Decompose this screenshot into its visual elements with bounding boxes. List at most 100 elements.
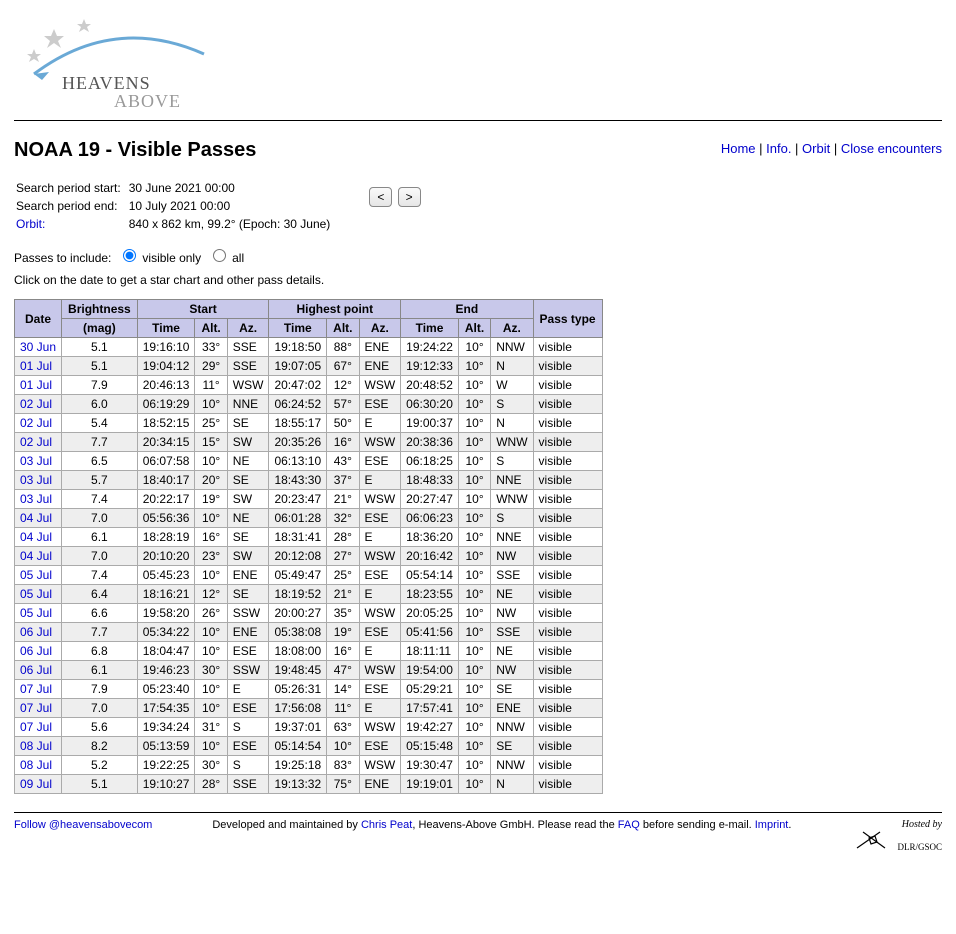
table-row[interactable]: 01 Jul7.920:46:1311°WSW20:47:0212°WSW20:… (15, 376, 603, 395)
cell-type: visible (533, 585, 602, 604)
date-link[interactable]: 06 Jul (20, 663, 52, 677)
cell-s-time: 19:10:27 (137, 775, 195, 794)
cell-s-alt: 31° (195, 718, 227, 737)
cell-type: visible (533, 699, 602, 718)
table-row[interactable]: 30 Jun5.119:16:1033°SSE19:18:5088°ENE19:… (15, 338, 603, 357)
svg-text:HEAVENS: HEAVENS (62, 73, 151, 93)
table-row[interactable]: 06 Jul6.119:46:2330°SSW19:48:4547°WSW19:… (15, 661, 603, 680)
next-period-button[interactable]: > (398, 187, 421, 207)
cell-s-time: 05:34:22 (137, 623, 195, 642)
date-link[interactable]: 06 Jul (20, 644, 52, 658)
th-date: Date (15, 300, 62, 338)
date-link[interactable]: 04 Jul (20, 511, 52, 525)
nav-orbit[interactable]: Orbit (802, 141, 830, 156)
date-link[interactable]: 04 Jul (20, 549, 52, 563)
cell-s-alt: 16° (195, 528, 227, 547)
cell-s-az: SW (227, 490, 269, 509)
cell-mag: 7.7 (62, 433, 138, 452)
table-row[interactable]: 06 Jul7.705:34:2210°ENE05:38:0819°ESE05:… (15, 623, 603, 642)
cell-mag: 5.2 (62, 756, 138, 775)
date-link[interactable]: 02 Jul (20, 435, 52, 449)
nav-encounters[interactable]: Close encounters (841, 141, 942, 156)
cell-e-az: S (491, 395, 533, 414)
table-row[interactable]: 04 Jul7.020:10:2023°SW20:12:0827°WSW20:1… (15, 547, 603, 566)
th-end: End (401, 300, 533, 319)
search-end-value: 10 July 2021 00:00 (129, 198, 337, 214)
date-link[interactable]: 07 Jul (20, 701, 52, 715)
date-link[interactable]: 03 Jul (20, 473, 52, 487)
table-row[interactable]: 02 Jul5.418:52:1525°SE18:55:1750°E19:00:… (15, 414, 603, 433)
table-row[interactable]: 04 Jul7.005:56:3610°NE06:01:2832°ESE06:0… (15, 509, 603, 528)
date-link[interactable]: 02 Jul (20, 416, 52, 430)
cell-mag: 6.0 (62, 395, 138, 414)
site-logo[interactable]: HEAVENS ABOVE (14, 14, 214, 114)
table-row[interactable]: 03 Jul5.718:40:1720°SE18:43:3037°E18:48:… (15, 471, 603, 490)
date-link[interactable]: 07 Jul (20, 720, 52, 734)
cell-type: visible (533, 528, 602, 547)
date-link[interactable]: 05 Jul (20, 568, 52, 582)
cell-type: visible (533, 376, 602, 395)
table-row[interactable]: 08 Jul8.205:13:5910°ESE05:14:5410°ESE05:… (15, 737, 603, 756)
cell-h-alt: 28° (327, 528, 359, 547)
radio-visible-only[interactable]: visible only (118, 251, 201, 265)
cell-h-alt: 75° (327, 775, 359, 794)
orbit-link[interactable]: Orbit: (16, 217, 45, 231)
cell-e-time: 18:36:20 (401, 528, 459, 547)
table-row[interactable]: 03 Jul7.420:22:1719°SW20:23:4721°WSW20:2… (15, 490, 603, 509)
cell-h-time: 19:07:05 (269, 357, 327, 376)
cell-e-alt: 10° (458, 718, 490, 737)
date-link[interactable]: 02 Jul (20, 397, 52, 411)
cell-s-time: 20:34:15 (137, 433, 195, 452)
prev-period-button[interactable]: < (369, 187, 392, 207)
table-row[interactable]: 03 Jul6.506:07:5810°NE06:13:1043°ESE06:1… (15, 452, 603, 471)
date-link[interactable]: 03 Jul (20, 454, 52, 468)
cell-h-az: ESE (359, 680, 401, 699)
date-link[interactable]: 30 Jun (20, 340, 56, 354)
table-row[interactable]: 02 Jul7.720:34:1515°SW20:35:2616°WSW20:3… (15, 433, 603, 452)
nav-home[interactable]: Home (721, 141, 756, 156)
table-row[interactable]: 01 Jul5.119:04:1229°SSE19:07:0567°ENE19:… (15, 357, 603, 376)
table-row[interactable]: 06 Jul6.818:04:4710°ESE18:08:0016°E18:11… (15, 642, 603, 661)
cell-mag: 6.6 (62, 604, 138, 623)
cell-e-alt: 10° (458, 357, 490, 376)
table-row[interactable]: 08 Jul5.219:22:2530°S19:25:1883°WSW19:30… (15, 756, 603, 775)
svg-text:ABOVE: ABOVE (114, 91, 181, 111)
table-row[interactable]: 07 Jul7.905:23:4010°E05:26:3114°ESE05:29… (15, 680, 603, 699)
table-row[interactable]: 02 Jul6.006:19:2910°NNE06:24:5257°ESE06:… (15, 395, 603, 414)
radio-all[interactable]: all (208, 251, 244, 265)
date-link[interactable]: 05 Jul (20, 606, 52, 620)
table-row[interactable]: 05 Jul6.619:58:2026°SSW20:00:2735°WSW20:… (15, 604, 603, 623)
table-row[interactable]: 05 Jul6.418:16:2112°SE18:19:5221°E18:23:… (15, 585, 603, 604)
cell-e-alt: 10° (458, 376, 490, 395)
cell-h-az: ENE (359, 338, 401, 357)
date-link[interactable]: 04 Jul (20, 530, 52, 544)
faq-link[interactable]: FAQ (618, 819, 640, 831)
cell-s-alt: 10° (195, 509, 227, 528)
cell-type: visible (533, 471, 602, 490)
cell-s-alt: 20° (195, 471, 227, 490)
table-row[interactable]: 07 Jul7.017:54:3510°ESE17:56:0811°E17:57… (15, 699, 603, 718)
table-row[interactable]: 05 Jul7.405:45:2310°ENE05:49:4725°ESE05:… (15, 566, 603, 585)
cell-s-time: 19:46:23 (137, 661, 195, 680)
cell-e-alt: 10° (458, 471, 490, 490)
chris-peat-link[interactable]: Chris Peat (361, 819, 412, 831)
cell-mag: 5.1 (62, 338, 138, 357)
follow-link[interactable]: Follow @heavensabovecom (14, 819, 152, 831)
nav-info[interactable]: Info. (766, 141, 791, 156)
table-row[interactable]: 07 Jul5.619:34:2431°S19:37:0163°WSW19:42… (15, 718, 603, 737)
date-link[interactable]: 06 Jul (20, 625, 52, 639)
date-link[interactable]: 07 Jul (20, 682, 52, 696)
date-link[interactable]: 03 Jul (20, 492, 52, 506)
imprint-link[interactable]: Imprint (755, 819, 789, 831)
date-link[interactable]: 05 Jul (20, 587, 52, 601)
cell-h-alt: 83° (327, 756, 359, 775)
cell-h-alt: 67° (327, 357, 359, 376)
table-row[interactable]: 04 Jul6.118:28:1916°SE18:31:4128°E18:36:… (15, 528, 603, 547)
date-link[interactable]: 01 Jul (20, 359, 52, 373)
table-row[interactable]: 09 Jul5.119:10:2728°SSE19:13:3275°ENE19:… (15, 775, 603, 794)
date-link[interactable]: 08 Jul (20, 739, 52, 753)
date-link[interactable]: 01 Jul (20, 378, 52, 392)
date-link[interactable]: 09 Jul (20, 777, 52, 791)
cell-e-az: NW (491, 661, 533, 680)
date-link[interactable]: 08 Jul (20, 758, 52, 772)
